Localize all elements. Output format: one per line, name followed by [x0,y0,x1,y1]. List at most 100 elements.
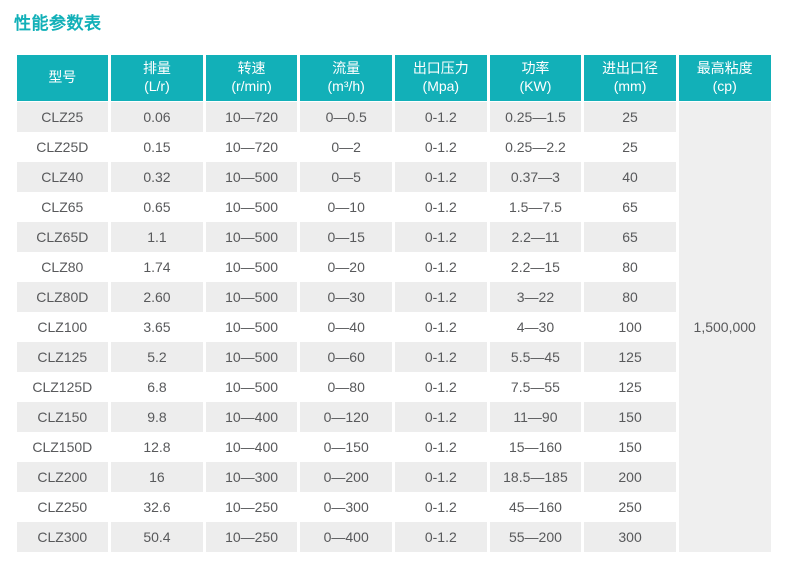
value-cell: 0-1.2 [395,462,487,492]
table-row: CLZ300 50.4 10—250 0—400 0-1.2 55—200 300 [16,522,771,552]
value-cell: 6.8 [147,379,167,395]
value-cell: 50.4 [111,522,203,552]
table-body: CLZ25 0.06 10—720 0—0.5 0-1.2 0.25—1.5 25 1,500… [16,102,771,552]
value-cell: 4—30 [516,319,555,335]
value-cell: 10—500 [225,319,279,335]
column-label: 流量 [332,60,361,77]
value-cell: 0—0.5 [300,102,392,132]
model-cell: CLZ150 [16,402,109,432]
value-cell: 0—300 [323,499,369,515]
value-cell: 0—40 [327,319,365,335]
column-header: 功率 (KW) [489,55,582,102]
value-cell: 1.1 [111,222,203,252]
value-cell: 0.37—3 [489,162,582,192]
value-cell: 0.25—1.5 [489,102,582,132]
value-cell: 0—120 [300,402,392,432]
value-cell: 0—10 [327,199,365,215]
value-cell: 250 [618,499,642,515]
model-cell: CLZ125D [32,379,93,395]
table-row: CLZ250 32.6 10—250 0—300 0-1.2 45—160 250 [17,492,771,522]
column-header: 出口压力 (Mpa) [395,55,487,102]
value-cell: 10—300 [205,462,298,492]
value-cell: 0-1.2 [395,162,487,192]
value-cell: 0-1.2 [424,499,457,515]
value-cell: 0—2 [331,139,361,155]
value-cell: 0—150 [323,439,369,455]
value-cell: 0-1.2 [395,522,487,552]
value-cell: 0—20 [327,259,365,275]
value-cell: 10—500 [225,379,279,395]
value-cell: 0—15 [300,222,392,252]
table-row: CLZ65D 1.1 10—500 0—15 0-1.2 2.2—11 65 [16,222,771,252]
model-cell: CLZ65 [41,199,84,215]
value-cell: 1.74 [143,259,171,275]
column-unit: (cp) [712,78,737,94]
value-cell: 2.2—15 [510,259,560,275]
value-cell: 5.2 [111,342,203,372]
model-cell: CLZ300 [16,522,109,552]
column-unit: (mm) [613,78,647,94]
column-label: 最高粘度 [696,60,753,77]
value-cell: 65 [622,199,638,215]
column-label: 排量 [142,60,171,77]
value-cell: 0.06 [111,102,203,132]
value-cell: 10—720 [225,139,279,155]
value-cell: 32.6 [143,499,171,515]
value-cell: 10—500 [205,342,298,372]
value-cell: 10—500 [205,162,298,192]
value-cell: 150 [618,439,642,455]
value-cell: 300 [584,522,676,552]
value-cell: 150 [584,402,676,432]
performance-table: 型号 排量 (L/r) 转速 (r/min) 流量 (m³/h) 出口压力 (Mpa) 功率 (KW… [14,55,774,552]
value-cell: 16 [111,462,203,492]
value-cell: 80 [622,259,638,275]
value-cell: 0-1.2 [424,199,457,215]
model-cell: CLZ250 [37,499,88,515]
column-label: 功率 [521,60,550,77]
table-row: CLZ200 16 10—300 0—200 0-1.2 18.5—185 200 [16,462,771,492]
value-cell: 10—250 [205,522,298,552]
value-cell: 65 [584,222,676,252]
value-cell: 2.2—11 [489,222,582,252]
column-label: 进出口径 [602,60,659,77]
value-cell: 0—80 [327,379,365,395]
value-cell: 12.8 [143,439,171,455]
page-title: 性能参数表 [14,14,102,33]
column-header: 排量 (L/r) [111,55,203,102]
value-cell: 10—500 [205,222,298,252]
value-cell: 0-1.2 [424,259,457,275]
value-cell: 10—720 [205,102,298,132]
table-row: CLZ80D 2.60 10—500 0—30 0-1.2 3—22 80 [16,282,771,312]
column-header: 型号 [16,55,109,102]
table-row: CLZ40 0.32 10—500 0—5 0-1.2 0.37—3 40 [16,162,771,192]
table-row: CLZ125D 6.8 10—500 0—80 0-1.2 7.5—55 125 [17,372,771,402]
value-cell: 0.65 [143,199,171,215]
model-cell: CLZ40 [16,162,109,192]
value-cell: 0—5 [300,162,392,192]
column-label: 出口压力 [412,60,469,77]
value-cell: 10—400 [205,402,298,432]
value-cell: 5.5—45 [489,342,582,372]
value-cell: 9.8 [111,402,203,432]
value-cell: 10—250 [225,499,279,515]
table-row: CLZ25D 0.15 10—720 0—2 0-1.2 0.25—2.2 25 [17,132,771,162]
table-row: CLZ80 1.74 10—500 0—20 0-1.2 2.2—15 80 [17,252,771,282]
column-unit: (Mpa) [422,78,460,94]
value-cell: 45—160 [508,499,562,515]
value-cell: 125 [584,342,676,372]
table-row: CLZ25 0.06 10—720 0—0.5 0-1.2 0.25—1.5 25 1,500… [16,102,771,552]
value-cell: 11—90 [489,402,582,432]
model-cell: CLZ150D [32,439,93,455]
value-cell: 1.5—7.5 [508,199,562,215]
column-unit: (m³/h) [327,78,365,94]
value-cell: 0.15 [143,139,171,155]
value-cell: 15—160 [508,439,562,455]
model-cell: CLZ80D [16,282,109,312]
value-cell: 0-1.2 [424,319,457,335]
value-cell: 0—30 [300,282,392,312]
value-cell: 0-1.2 [395,402,487,432]
value-cell: 18.5—185 [489,462,582,492]
column-header: 转速 (r/min) [205,55,298,102]
table-row: CLZ125 5.2 10—500 0—60 0-1.2 5.5—45 125 [16,342,771,372]
value-cell: 25 [622,139,638,155]
